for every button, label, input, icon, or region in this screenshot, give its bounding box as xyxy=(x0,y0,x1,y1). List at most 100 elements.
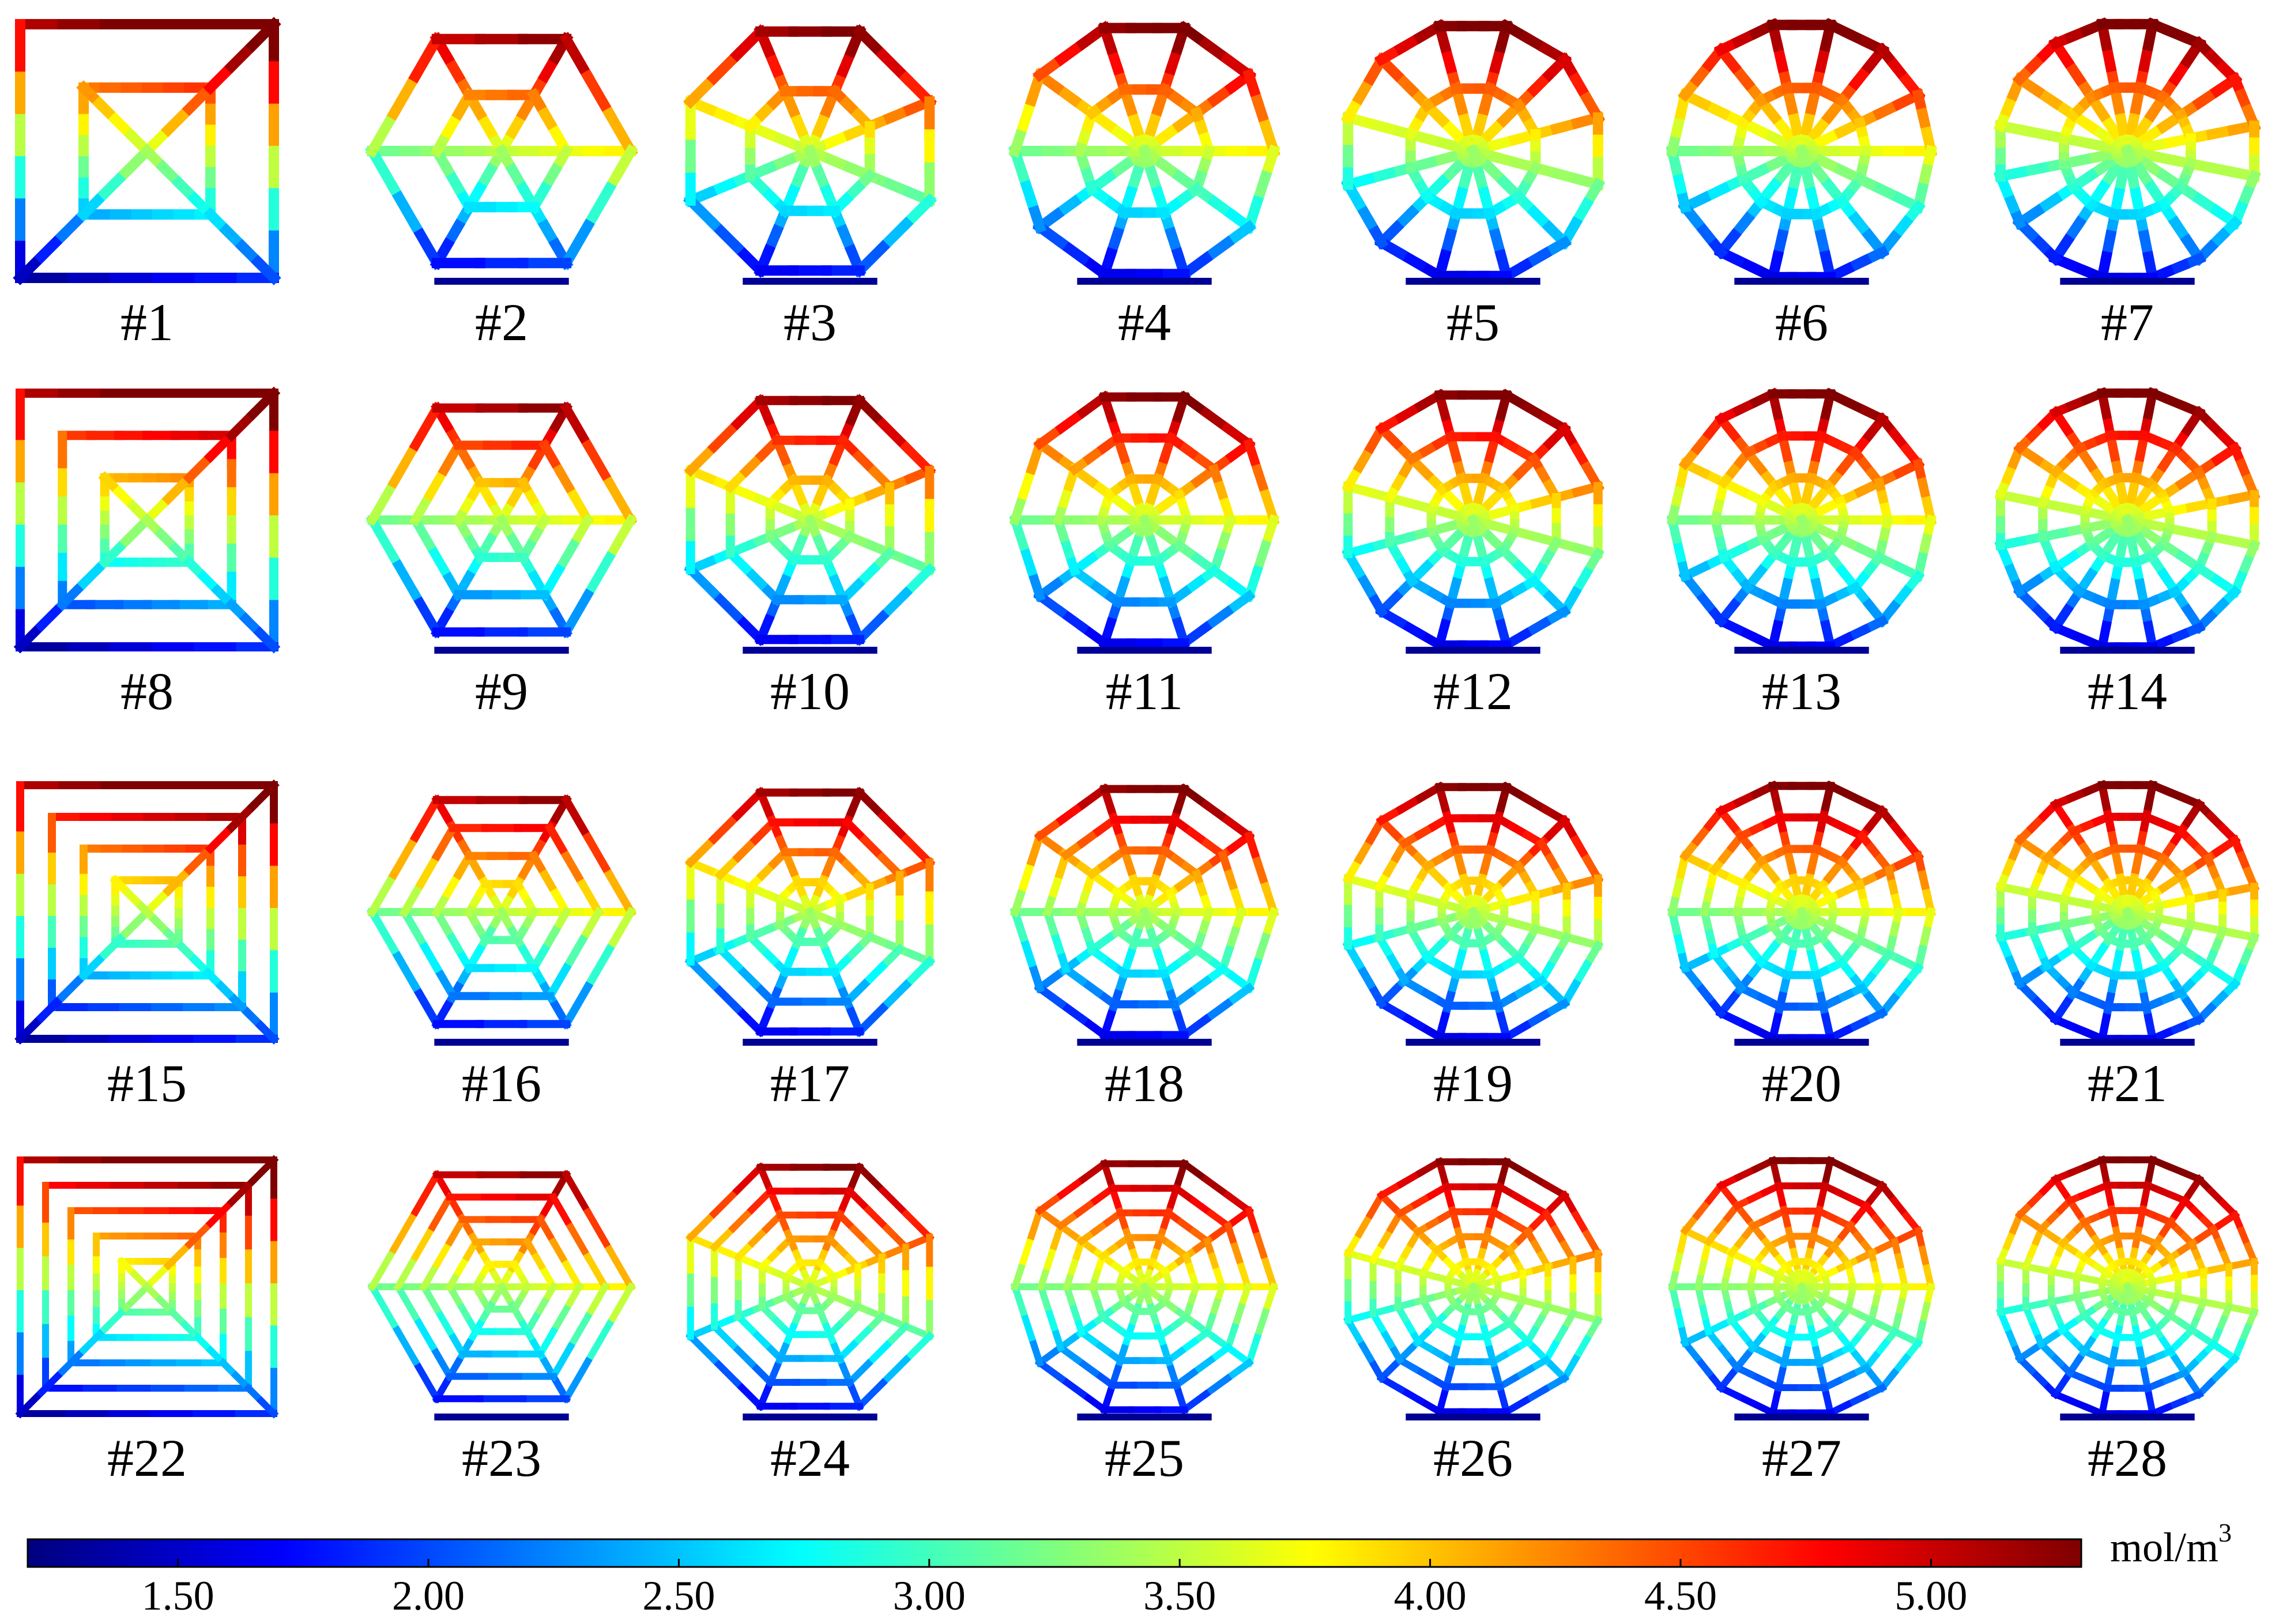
web-segment xyxy=(1582,1315,1603,1344)
web-segment xyxy=(431,962,459,1002)
colorbar-tick-label: 3.00 xyxy=(893,1573,966,1619)
base-plate xyxy=(2060,646,2195,654)
base-plate xyxy=(743,277,877,285)
web-segment xyxy=(410,1312,438,1351)
web-segment xyxy=(2098,1388,2111,1418)
web-segment xyxy=(1200,799,1233,826)
case-label: #26 xyxy=(1433,1429,1513,1487)
panel-case: #6 xyxy=(1666,18,1938,352)
case-label: #8 xyxy=(120,662,174,721)
web-segment xyxy=(410,1357,442,1404)
web-segment xyxy=(399,878,427,918)
web-segment xyxy=(2015,1209,2043,1232)
web-segment xyxy=(35,990,69,1024)
web-segment xyxy=(566,1312,593,1351)
web-segment xyxy=(536,1327,558,1359)
web-segment xyxy=(365,144,401,196)
web-segment xyxy=(415,850,443,890)
web-segment xyxy=(562,1259,584,1292)
web-segment xyxy=(77,555,112,590)
colorbar-tick-label: 3.50 xyxy=(1143,1573,1216,1619)
web-segment xyxy=(544,822,572,862)
colorbar-ticks: 1.50 2.00 2.50 3.00 3.50 4.00 4.50 5.00 xyxy=(142,1559,1967,1619)
case-label: #5 xyxy=(1446,293,1500,352)
web-segment xyxy=(1035,1358,1067,1384)
web-segment xyxy=(1073,1355,1100,1378)
web-segment xyxy=(1468,1282,1483,1312)
base-plate xyxy=(1734,646,1869,654)
panel-case: #17 xyxy=(684,786,936,1113)
web-segment xyxy=(577,906,604,946)
panel-case: #24 xyxy=(685,1162,935,1487)
web-segment xyxy=(1230,1302,1246,1332)
web-segment xyxy=(78,1324,110,1355)
web-segment xyxy=(1894,1329,1923,1348)
colorbar-tick-label: 4.50 xyxy=(1644,1573,1717,1619)
web-segment xyxy=(1078,1389,1110,1415)
web-segment xyxy=(1018,932,1037,968)
web-segment xyxy=(685,1209,719,1242)
web-segment xyxy=(577,878,604,918)
web-segment xyxy=(899,193,937,232)
web-segment xyxy=(1056,799,1089,826)
web-segment xyxy=(548,1192,575,1232)
web-segment xyxy=(1521,1384,1550,1406)
case-label: #18 xyxy=(1105,1054,1184,1113)
web-segment xyxy=(204,428,239,464)
web-segment xyxy=(1179,1159,1211,1185)
base-plate xyxy=(1077,277,1212,285)
case-label: #4 xyxy=(1118,293,1171,352)
web-segment xyxy=(1996,1257,2026,1270)
base-plate xyxy=(1734,277,1869,285)
web-segment xyxy=(1252,856,1271,892)
web-segment xyxy=(367,1282,399,1329)
web-segment xyxy=(877,810,912,845)
web-segment xyxy=(708,979,743,1014)
web-segment xyxy=(1223,1221,1240,1251)
web-segment xyxy=(901,1209,935,1242)
panel-case: #2 xyxy=(365,32,638,352)
panel-case: #4 xyxy=(1008,21,1280,352)
web-segment xyxy=(366,476,400,526)
panel-case: #15 xyxy=(14,779,280,1113)
base-plate xyxy=(743,1038,877,1046)
web-segment xyxy=(1056,998,1089,1025)
web-segment xyxy=(1043,1242,1058,1271)
web-segment xyxy=(255,1020,280,1045)
web-segment xyxy=(1797,1282,1811,1312)
web-segment xyxy=(1894,1226,1923,1245)
web-segment xyxy=(876,586,913,623)
web-segment xyxy=(1343,1310,1373,1325)
panel-case: #25 xyxy=(1011,1159,1278,1487)
web-segment xyxy=(684,833,720,868)
web-segment xyxy=(603,476,638,526)
web-segment xyxy=(161,471,196,506)
web-segment xyxy=(1049,1322,1065,1352)
web-segment xyxy=(875,47,914,86)
web-segment xyxy=(1056,1373,1088,1399)
case-label: #1 xyxy=(120,293,174,352)
web-segment xyxy=(1222,1190,1254,1216)
web-segment xyxy=(560,588,594,639)
web-segment xyxy=(858,960,888,990)
web-segment xyxy=(423,464,451,502)
web-segment xyxy=(882,1321,911,1350)
web-segment xyxy=(13,619,48,654)
web-segment xyxy=(1768,1156,1782,1186)
web-segment xyxy=(119,513,154,548)
case-label: #6 xyxy=(1775,293,1828,352)
web-segment xyxy=(1179,1389,1211,1415)
web-segment xyxy=(548,1304,571,1336)
web-segment xyxy=(205,1197,237,1229)
web-segment xyxy=(877,979,912,1014)
web-segment xyxy=(1716,1181,1739,1208)
web-segment xyxy=(728,1340,757,1369)
web-segment xyxy=(708,810,743,845)
web-segment xyxy=(805,1282,823,1312)
panel-case: #26 xyxy=(1343,1157,1603,1487)
web-segment xyxy=(1497,1386,1511,1416)
web-segment xyxy=(1009,881,1029,917)
web-segment xyxy=(560,401,594,452)
panel-case: #16 xyxy=(367,794,636,1113)
web-segment xyxy=(1497,1157,1511,1187)
